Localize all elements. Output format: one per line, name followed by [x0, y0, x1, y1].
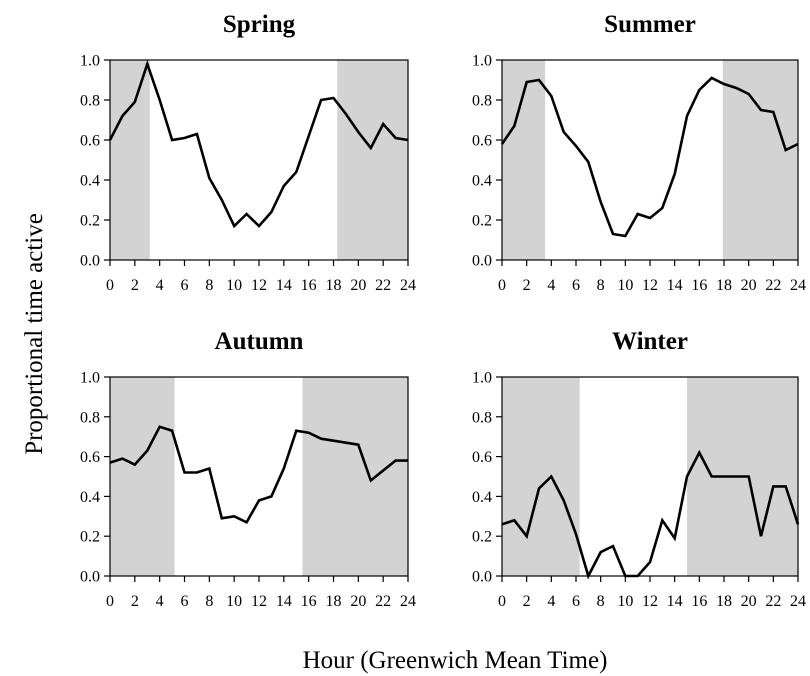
x-tick-label-autumn: 4	[156, 593, 164, 610]
x-tick-label-spring: 24	[400, 277, 416, 294]
x-tick-label-winter: 0	[498, 593, 506, 610]
x-tick-label-winter: 4	[547, 593, 555, 610]
x-tick-label-summer: 4	[547, 277, 555, 294]
x-tick-label-autumn: 14	[276, 593, 292, 610]
x-tick-label-summer: 18	[716, 277, 732, 294]
y-tick-label-summer: 0.6	[472, 133, 492, 150]
y-tick-label-autumn: 1.0	[80, 370, 100, 387]
y-tick-label-spring: 0.4	[80, 173, 100, 190]
y-tick-label-winter: 0.2	[472, 529, 492, 546]
x-tick-label-spring: 8	[205, 277, 213, 294]
x-tick-label-spring: 4	[156, 277, 164, 294]
y-tick-label-winter: 0.8	[472, 409, 492, 426]
x-tick-label-summer: 20	[741, 277, 757, 294]
x-tick-label-autumn: 16	[301, 593, 317, 610]
y-tick-label-summer: 0.2	[472, 213, 492, 230]
night-region-winter-0	[502, 377, 580, 576]
x-tick-label-autumn: 24	[400, 593, 416, 610]
x-tick-label-summer: 0	[498, 277, 506, 294]
x-tick-label-summer: 12	[642, 277, 658, 294]
panel-title-winter: Winter	[612, 328, 688, 355]
y-tick-label-summer: 0.8	[472, 93, 492, 110]
y-tick-label-spring: 0.8	[80, 93, 100, 110]
x-tick-label-spring: 0	[106, 277, 114, 294]
x-tick-label-spring: 20	[350, 277, 366, 294]
x-tick-label-autumn: 12	[251, 593, 267, 610]
x-tick-label-spring: 22	[375, 277, 391, 294]
x-tick-label-summer: 2	[523, 277, 531, 294]
x-tick-label-summer: 14	[667, 277, 683, 294]
y-tick-label-winter: 1.0	[472, 370, 492, 387]
x-tick-label-autumn: 6	[181, 593, 189, 610]
y-tick-label-winter: 0.6	[472, 449, 492, 466]
night-region-summer-1	[722, 60, 798, 260]
panel-title-spring: Spring	[223, 11, 296, 38]
x-tick-label-spring: 10	[226, 277, 242, 294]
x-tick-label-summer: 22	[765, 277, 781, 294]
x-tick-label-spring: 6	[181, 277, 189, 294]
figure-xlabel: Hour (Greenwich Mean Time)	[303, 647, 608, 674]
night-region-autumn-1	[302, 377, 408, 576]
y-tick-label-summer: 0.4	[472, 173, 492, 190]
night-region-autumn-0	[110, 377, 175, 576]
x-tick-label-summer: 6	[572, 277, 580, 294]
x-tick-label-spring: 18	[326, 277, 342, 294]
panel-title-summer: Summer	[604, 11, 696, 38]
x-tick-label-winter: 22	[765, 593, 781, 610]
y-tick-label-autumn: 0.4	[80, 489, 100, 506]
y-tick-label-autumn: 0.0	[80, 569, 100, 586]
y-tick-label-winter: 0.4	[472, 489, 492, 506]
night-region-spring-0	[110, 60, 150, 260]
y-tick-label-summer: 1.0	[472, 53, 492, 70]
y-tick-label-spring: 0.0	[80, 253, 100, 270]
x-tick-label-autumn: 8	[205, 593, 213, 610]
x-tick-label-winter: 20	[741, 593, 757, 610]
x-tick-label-autumn: 10	[226, 593, 242, 610]
y-tick-label-spring: 0.6	[80, 133, 100, 150]
night-region-spring-1	[337, 60, 408, 260]
x-tick-label-spring: 2	[131, 277, 139, 294]
x-tick-label-winter: 14	[667, 593, 683, 610]
y-tick-label-summer: 0.0	[472, 253, 492, 270]
x-tick-label-winter: 2	[523, 593, 531, 610]
y-tick-label-spring: 1.0	[80, 53, 100, 70]
x-tick-label-spring: 16	[301, 277, 317, 294]
panel-title-autumn: Autumn	[215, 328, 304, 355]
y-tick-label-winter: 0.0	[472, 569, 492, 586]
x-tick-label-autumn: 20	[350, 593, 366, 610]
y-tick-label-autumn: 0.8	[80, 409, 100, 426]
x-tick-label-summer: 8	[597, 277, 605, 294]
x-tick-label-autumn: 0	[106, 593, 114, 610]
x-tick-label-winter: 18	[716, 593, 732, 610]
x-tick-label-spring: 12	[251, 277, 267, 294]
x-tick-label-spring: 14	[276, 277, 292, 294]
x-tick-label-summer: 10	[617, 277, 633, 294]
x-tick-label-summer: 24	[790, 277, 806, 294]
y-tick-label-spring: 0.2	[80, 213, 100, 230]
x-tick-label-winter: 10	[617, 593, 633, 610]
x-tick-label-winter: 16	[691, 593, 707, 610]
x-tick-label-summer: 16	[691, 277, 707, 294]
x-tick-label-winter: 8	[597, 593, 605, 610]
x-tick-label-winter: 24	[790, 593, 806, 610]
y-tick-label-autumn: 0.2	[80, 529, 100, 546]
activity-line-autumn	[109, 425, 408, 525]
activity-line-winter	[501, 449, 800, 580]
x-tick-label-autumn: 2	[131, 593, 139, 610]
x-tick-label-autumn: 18	[326, 593, 342, 610]
x-tick-label-winter: 12	[642, 593, 658, 610]
figure-ylabel: Proportional time active	[21, 213, 48, 455]
x-tick-label-autumn: 22	[375, 593, 391, 610]
x-tick-label-winter: 6	[572, 593, 580, 610]
y-tick-label-autumn: 0.6	[80, 449, 100, 466]
